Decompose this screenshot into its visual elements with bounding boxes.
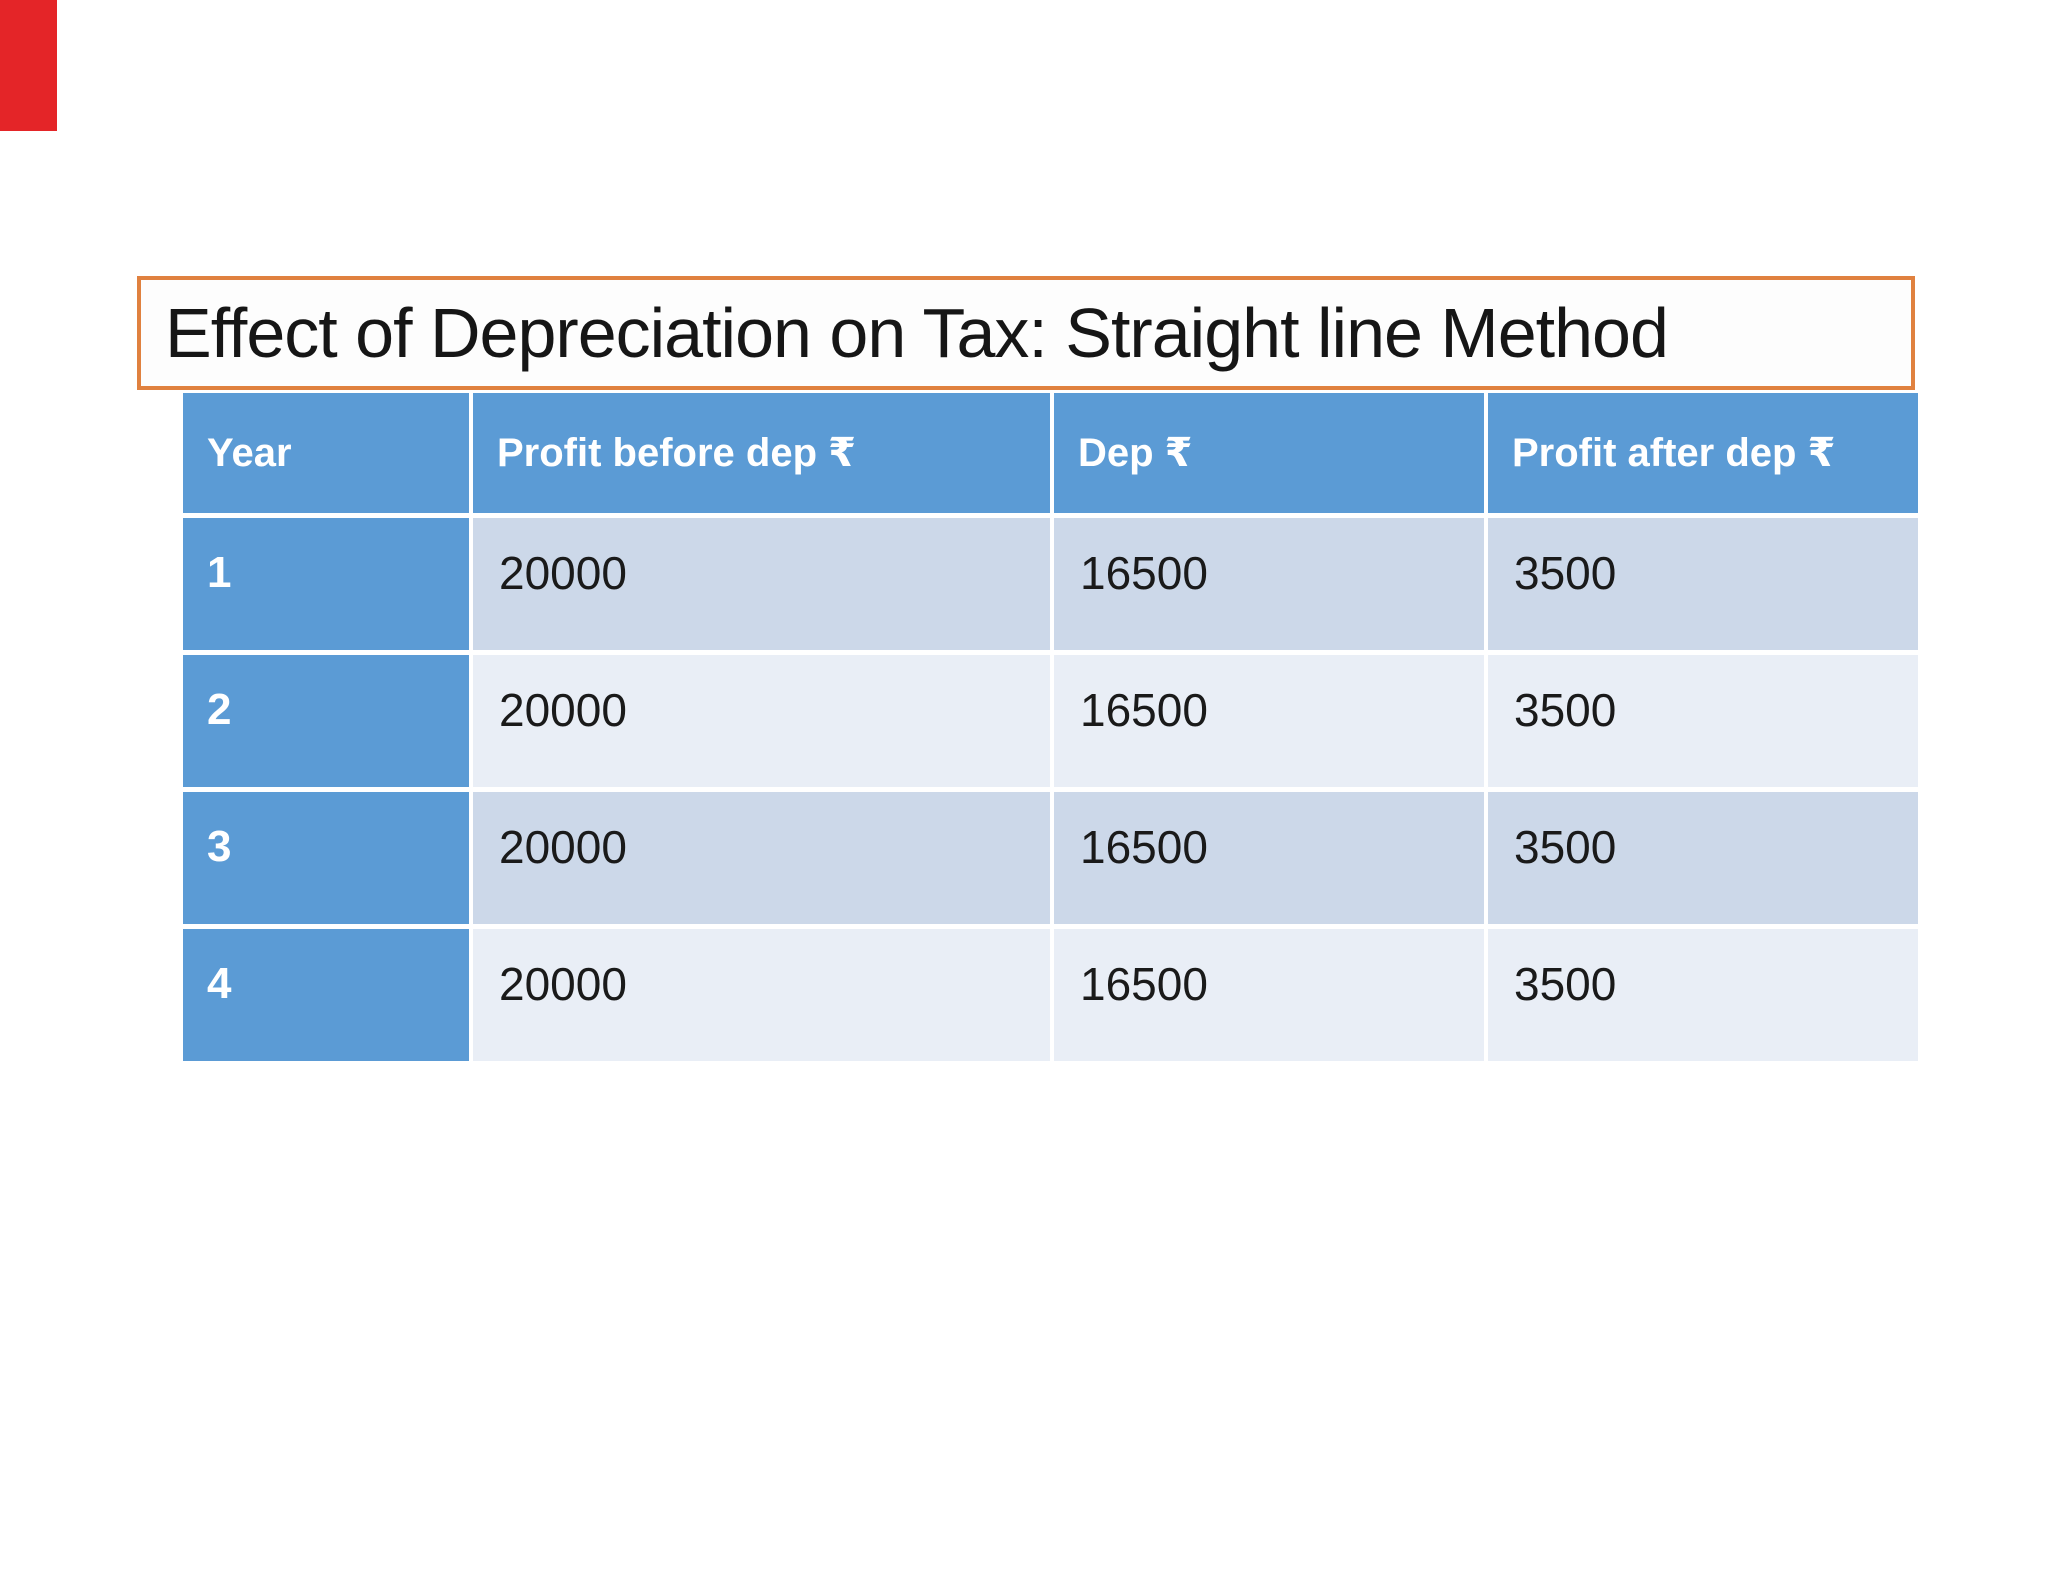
- table-cell: 20000: [473, 655, 1050, 787]
- year-cell: 3: [183, 792, 469, 924]
- column-header-year: Year: [183, 393, 469, 513]
- table-cell: 3500: [1488, 655, 1918, 787]
- table-cell: 3500: [1488, 518, 1918, 650]
- table-cell: 3500: [1488, 929, 1918, 1061]
- table-cell: 16500: [1054, 929, 1484, 1061]
- column-header-dep: Dep ₹: [1054, 393, 1484, 513]
- table-cell: 16500: [1054, 655, 1484, 787]
- year-cell: 4: [183, 929, 469, 1061]
- table-cell: 3500: [1488, 792, 1918, 924]
- red-accent-bar: [0, 0, 57, 131]
- slide-title: Effect of Depreciation on Tax: Straight …: [165, 294, 1669, 372]
- year-cell: 1: [183, 518, 469, 650]
- column-header-profit-before-dep: Profit before dep ₹: [473, 393, 1050, 513]
- depreciation-table: Year Profit before dep ₹ Dep ₹ Profit af…: [183, 393, 1918, 1061]
- table-cell: 20000: [473, 929, 1050, 1061]
- column-header-profit-after-dep: Profit after dep ₹: [1488, 393, 1918, 513]
- year-cell: 2: [183, 655, 469, 787]
- table-cell: 16500: [1054, 518, 1484, 650]
- table-cell: 20000: [473, 518, 1050, 650]
- slide-title-box: Effect of Depreciation on Tax: Straight …: [137, 276, 1915, 390]
- table-cell: 20000: [473, 792, 1050, 924]
- table-cell: 16500: [1054, 792, 1484, 924]
